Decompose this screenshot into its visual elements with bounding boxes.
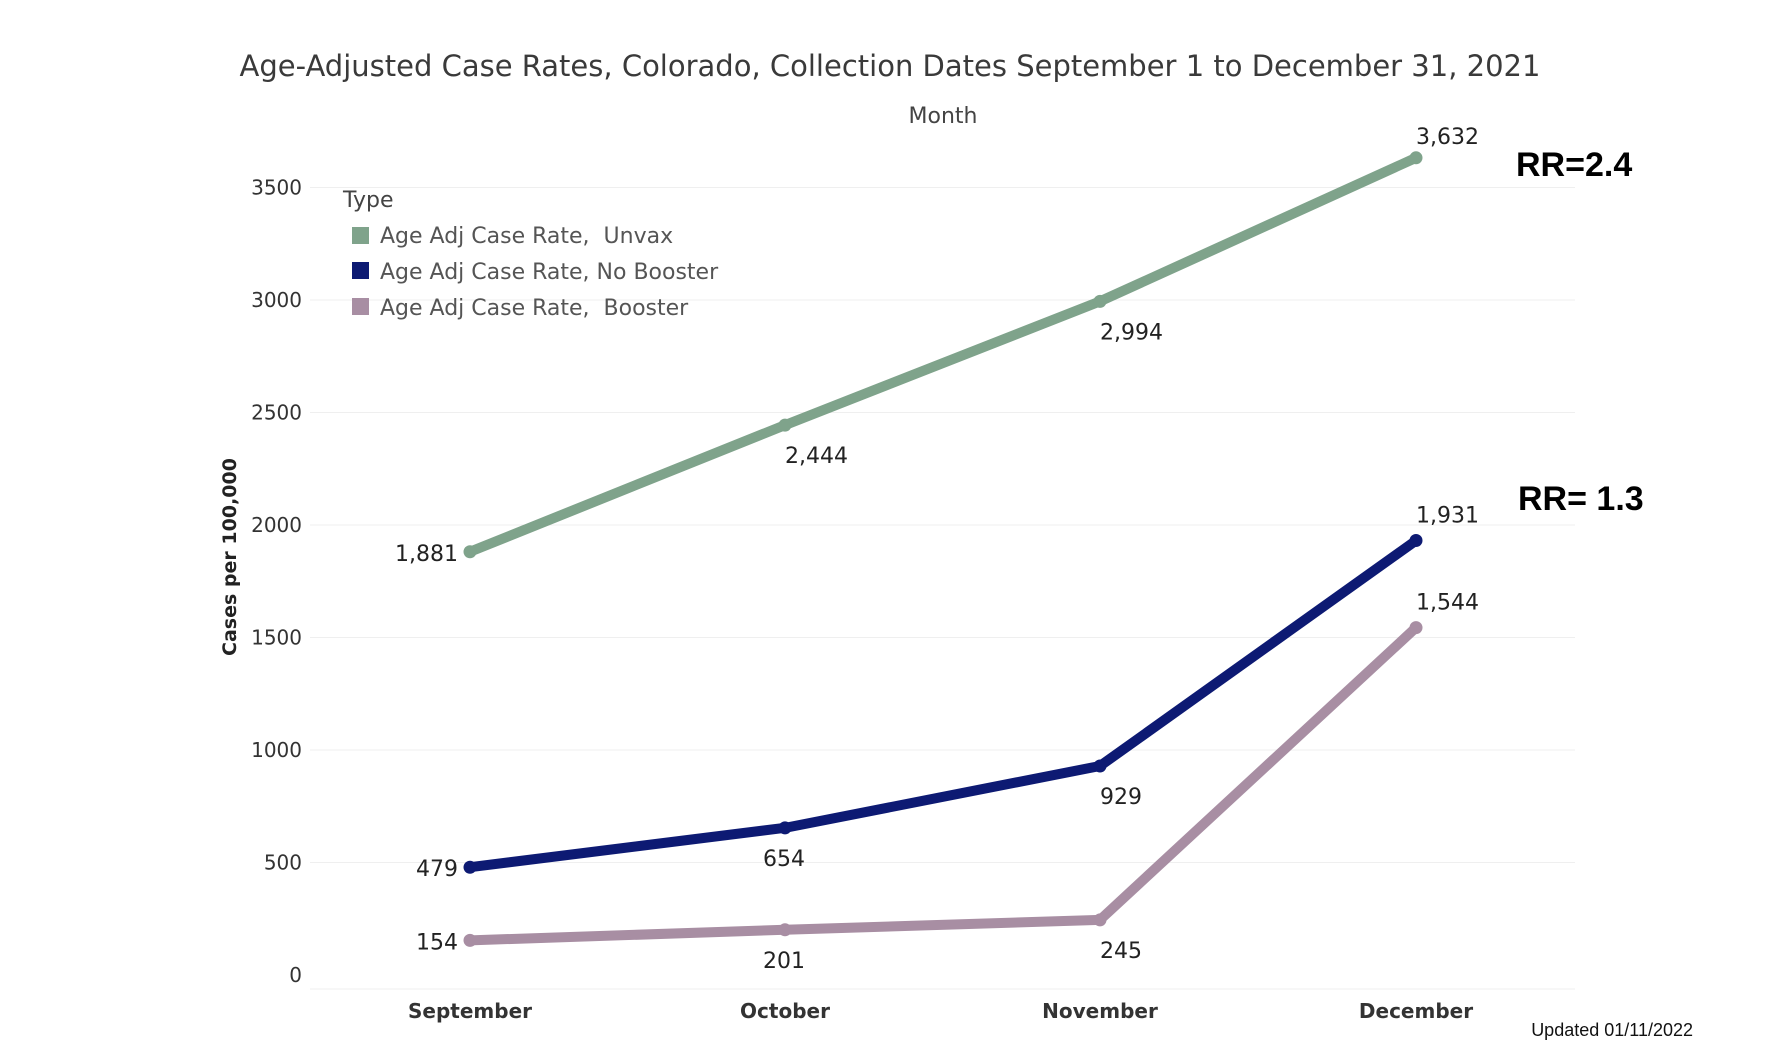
series-line-booster [465,622,1421,946]
data-point-booster [463,933,477,947]
y-axis-label: Cases per 100,000 [219,458,241,656]
data-point-no-booster [1093,759,1107,773]
legend-label-booster: Age Adj Case Rate, Booster [380,296,689,321]
data-label-no-booster: 479 [416,857,458,882]
y-tick-label: 3000 [251,288,302,312]
data-label-no-booster: 929 [1100,785,1142,810]
data-label-unvax: 3,632 [1416,125,1479,150]
rr-annotation-booster: RR= 1.3 [1518,480,1644,518]
legend-label-unvax: Age Adj Case Rate, Unvax [380,224,673,249]
series-lines [463,151,1423,947]
data-label-unvax: 2,994 [1100,320,1163,345]
x-tick-label: September [408,999,532,1023]
data-point-no-booster [463,860,477,874]
chart-title: Age-Adjusted Case Rates, Colorado, Colle… [240,49,1541,83]
x-tick-label: December [1359,999,1473,1023]
data-point-no-booster [1409,534,1423,548]
rr-annotation-unvax: RR=2.4 [1516,146,1632,184]
y-tick-label: 500 [264,851,302,875]
x-axis-ticks: September October November December [408,999,1473,1023]
x-tick-label: November [1042,999,1158,1023]
data-point-booster [1093,913,1107,927]
y-tick-label: 1000 [251,738,302,762]
y-tick-label: 3500 [251,176,302,200]
data-label-booster: 1,544 [1416,591,1479,616]
legend-swatch-no-booster [352,262,369,279]
data-label-no-booster: 1,931 [1416,504,1479,529]
data-label-booster: 154 [416,930,458,955]
data-labels: 1,881 2,444 2,994 3,632 479 654 929 1,931 154 201… [395,125,1479,974]
data-point-no-booster [778,821,792,835]
y-tick-label: 1500 [251,626,302,650]
data-label-booster: 245 [1100,939,1142,964]
data-point-unvax [1409,151,1423,165]
legend-label-no-booster: Age Adj Case Rate, No Booster [380,260,719,285]
chart-subtitle: Month [909,104,978,129]
data-label-no-booster: 654 [763,847,805,872]
legend-swatch-unvax [352,227,369,244]
y-tick-label: 2000 [251,513,302,537]
legend: Type Age Adj Case Rate, Unvax Age Adj Ca… [342,188,719,321]
legend-swatch-booster [352,298,369,315]
data-point-unvax [1093,294,1107,308]
legend-title: Type [342,188,394,213]
data-label-unvax: 1,881 [395,542,458,567]
gridlines [310,187,1575,990]
data-point-unvax [778,418,792,432]
y-tick-label: 2500 [251,401,302,425]
data-label-unvax: 2,444 [785,444,848,469]
data-point-unvax [463,545,477,559]
series-line-no-booster [465,535,1421,873]
y-tick-label: 0 [289,963,302,987]
updated-date: Updated 01/11/2022 [1531,1020,1693,1040]
data-label-booster: 201 [763,949,805,974]
x-tick-label: October [740,999,830,1023]
data-point-booster [778,923,792,937]
series-line-unvax [465,152,1421,557]
data-point-booster [1409,621,1423,635]
y-axis-ticks: 0 500 1000 1500 2000 2500 3000 3500 [251,176,302,988]
